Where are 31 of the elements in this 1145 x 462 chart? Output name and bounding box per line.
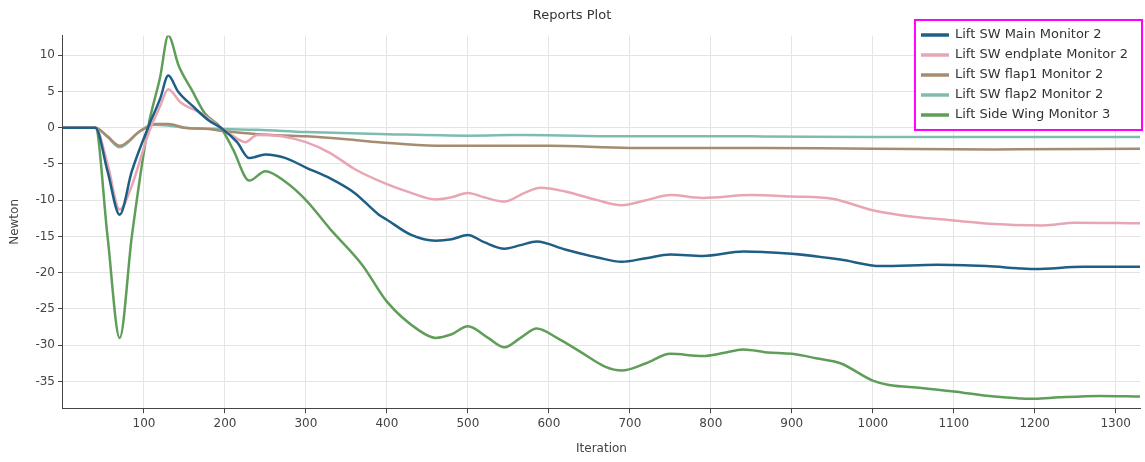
y-tick-label: 5	[47, 83, 55, 98]
chart-title: Reports Plot	[532, 7, 612, 23]
y-tick-label: -5	[43, 156, 55, 171]
y-tick-label: 10	[39, 47, 55, 62]
x-axis-title: Iteration	[576, 440, 627, 455]
x-tick-label: 900	[780, 415, 804, 430]
x-tick-label: 600	[537, 415, 561, 430]
x-tick-label: 700	[618, 415, 642, 430]
legend-label: Lift SW flap1 Monitor 2	[954, 66, 1104, 82]
x-tick-label: 100	[132, 415, 156, 430]
y-tick-label: -30	[35, 337, 55, 352]
legend-label: Lift SW flap2 Monitor 2	[954, 86, 1104, 102]
y-tick-label: 0	[47, 119, 55, 134]
x-tick-label: 300	[294, 415, 318, 430]
x-tick-label: 1100	[938, 415, 970, 430]
legend-label: Lift SW Main Monitor 2	[954, 26, 1102, 42]
x-tick-label: 1300	[1100, 415, 1131, 430]
y-tick-label: -20	[35, 264, 55, 279]
x-tick-label: 500	[456, 415, 480, 430]
x-tick-label: 400	[375, 415, 399, 430]
y-tick-label: -10	[35, 192, 55, 207]
x-tick-label: 1000	[857, 415, 889, 430]
legend-label: Lift SW endplate Monitor 2	[954, 46, 1129, 62]
x-tick-label: 1200	[1019, 415, 1050, 430]
y-tick-label: -25	[35, 301, 55, 316]
y-tick-label: -35	[35, 373, 55, 388]
y-tick-label: -15	[35, 228, 55, 243]
legend-label: Lift Side Wing Monitor 3	[954, 106, 1111, 122]
x-tick-label: 800	[699, 415, 723, 430]
x-tick-label: 200	[213, 415, 237, 430]
y-axis-title: Newton	[7, 198, 22, 245]
